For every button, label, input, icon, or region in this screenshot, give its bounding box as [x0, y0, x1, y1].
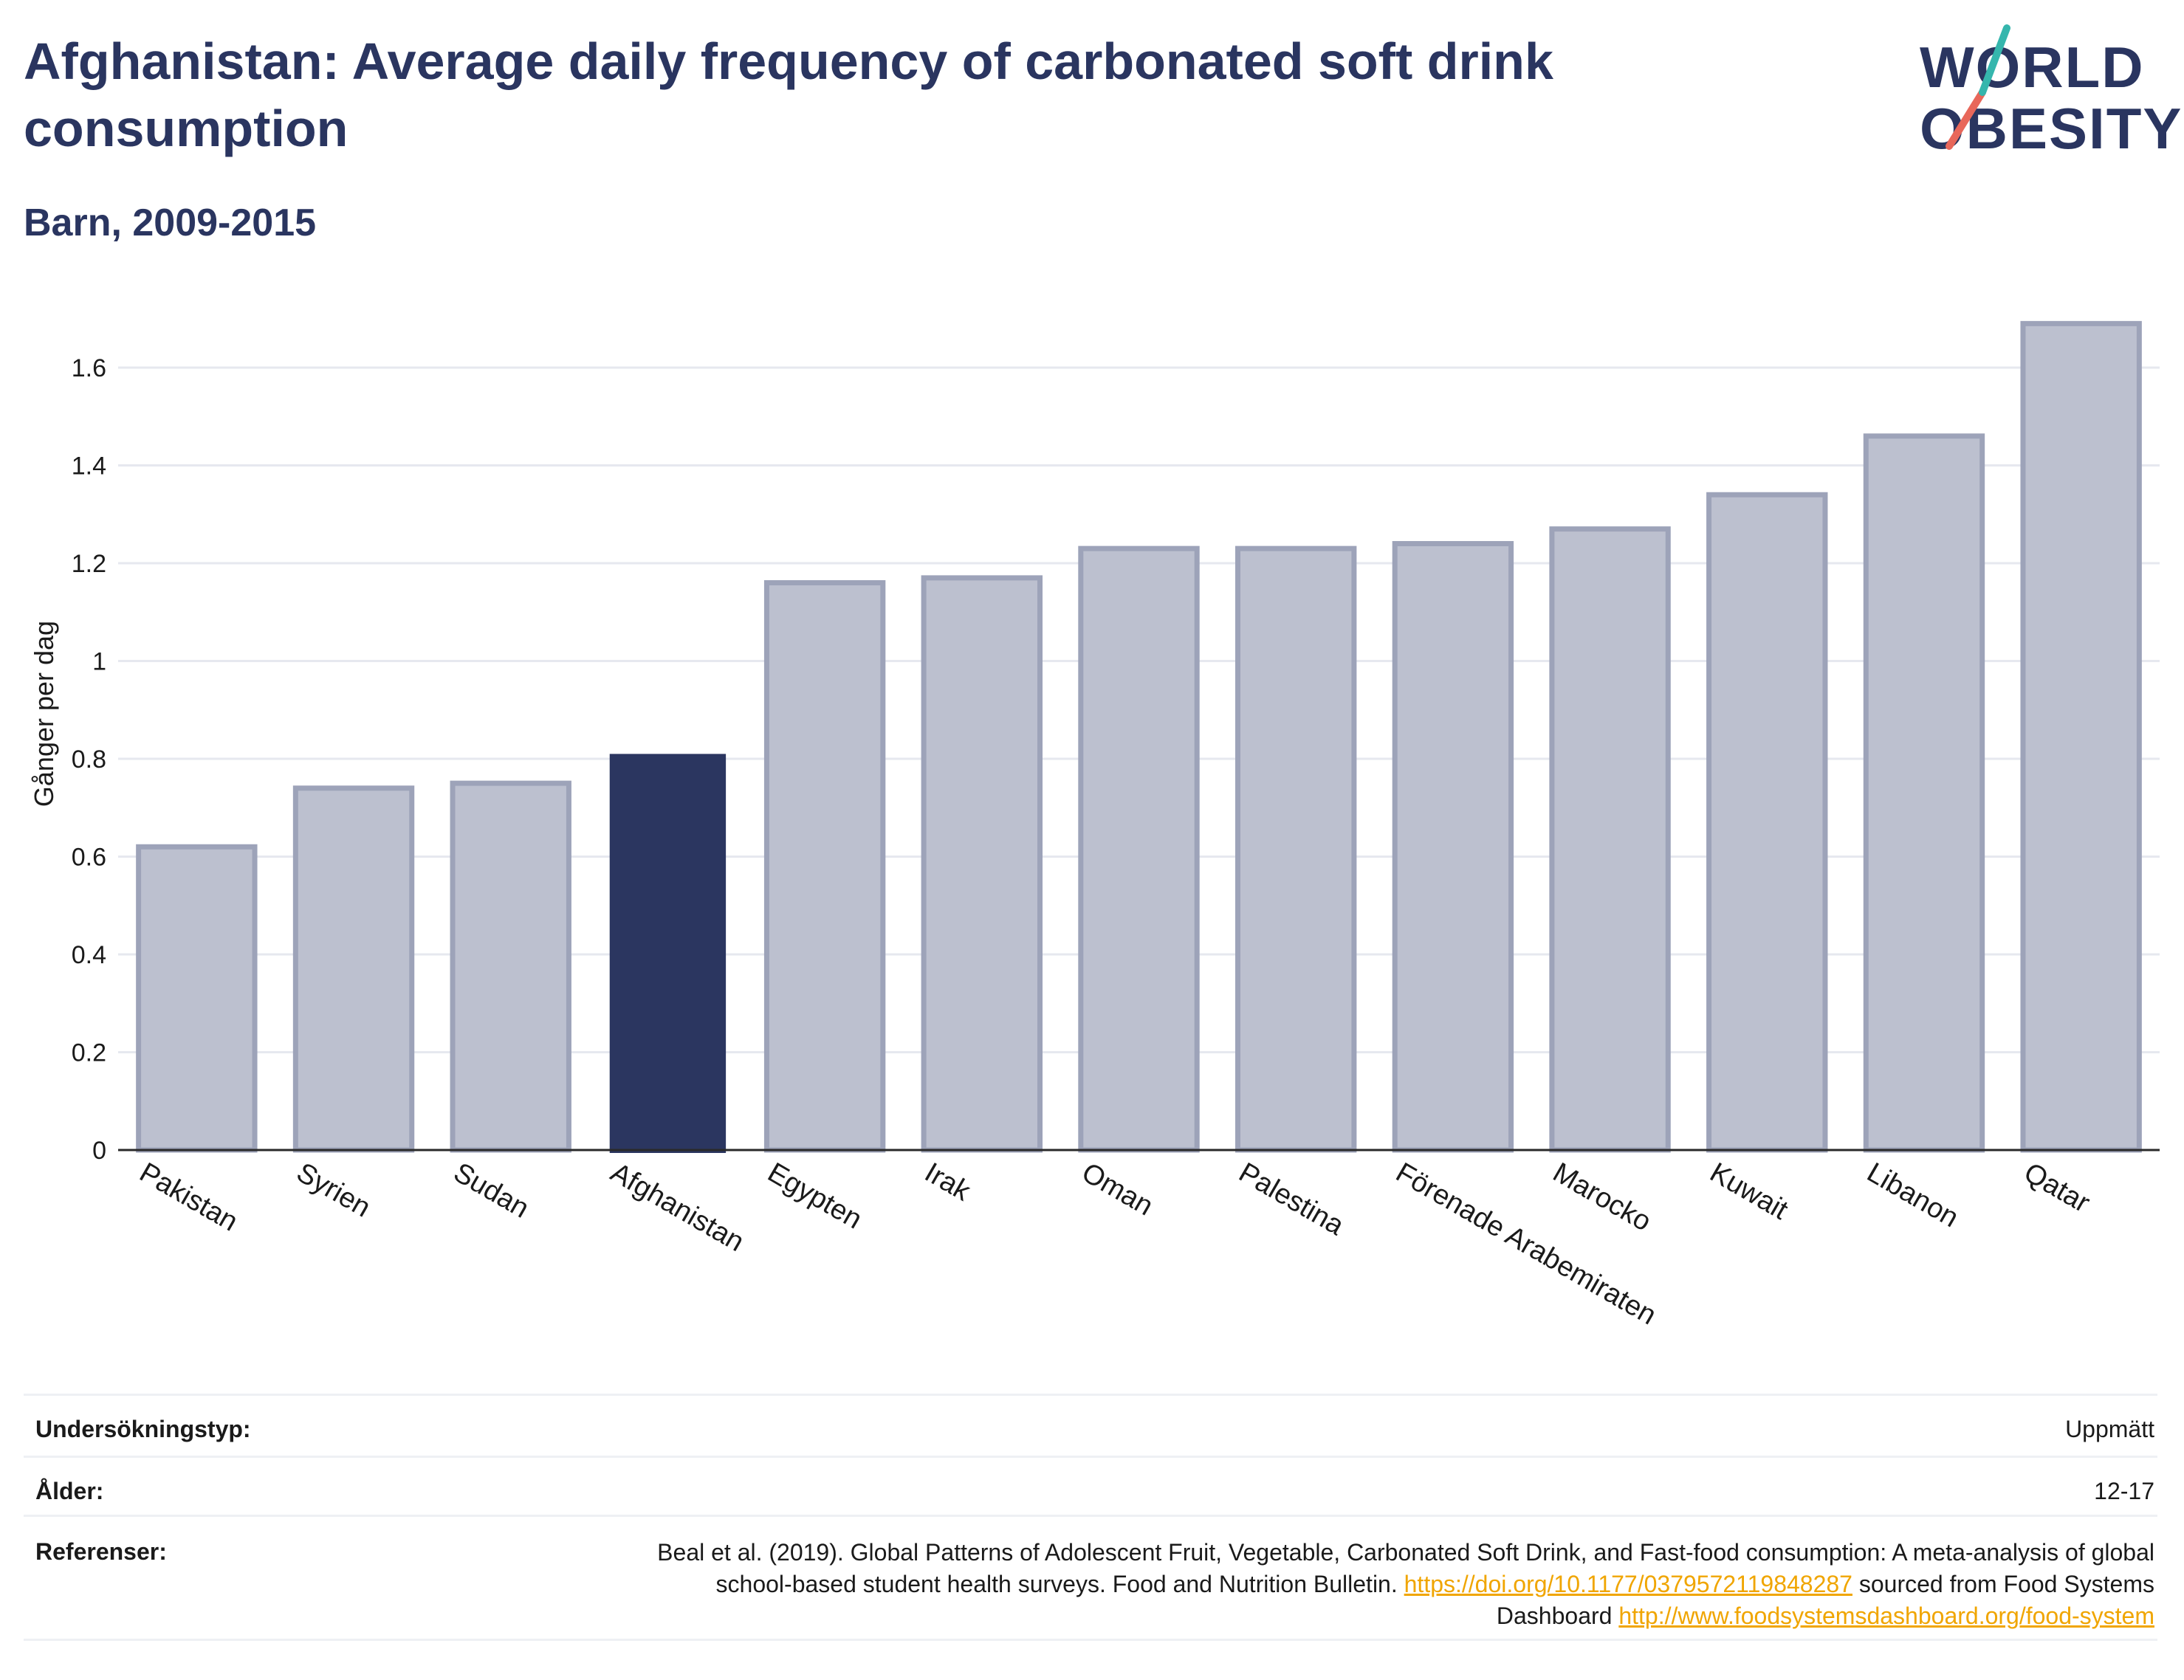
bars [136, 320, 2142, 1153]
x-tick-label: Qatar [2019, 1157, 2095, 1219]
survey-type-label: Undersökningstyp: [35, 1416, 251, 1442]
chart-title: Afghanistan: Average daily frequency of … [24, 32, 1553, 157]
x-tick-label: Egypten [763, 1157, 868, 1235]
chart-subtitle: Barn, 2009-2015 [24, 202, 317, 244]
survey-type-value: Uppmätt [2065, 1416, 2154, 1442]
divider [24, 1515, 2157, 1517]
bar-pakistan[interactable] [136, 844, 258, 1153]
logo-line-1: WORLD [1920, 35, 2145, 100]
x-tick-label: Palestina [1234, 1157, 1350, 1242]
bar-marocko[interactable] [1549, 526, 1671, 1153]
age-label: Ålder: [35, 1478, 104, 1504]
y-axis-label: Gånger per dag [29, 621, 59, 807]
y-tick-label: 0 [92, 1137, 106, 1165]
bar-afghanistan[interactable] [609, 754, 727, 1153]
x-tick-label: Syrien [292, 1157, 376, 1223]
y-tick-label: 1.2 [72, 550, 106, 578]
y-tick-label: 1 [92, 648, 106, 676]
y-tick-label: 1.6 [72, 354, 106, 382]
divider [24, 1394, 2157, 1396]
y-tick-label: 1.4 [72, 452, 106, 481]
y-tick-label: 0.8 [72, 746, 106, 774]
divider [24, 1456, 2157, 1458]
bar-sudan[interactable] [450, 780, 571, 1153]
bar-egypten[interactable] [763, 580, 886, 1153]
bar-qatar[interactable] [2020, 320, 2142, 1153]
bar-kuwait[interactable] [1706, 492, 1828, 1153]
x-tick-label: Sudan [448, 1157, 534, 1224]
x-tick-label: Kuwait [1705, 1157, 1793, 1226]
references-text: Beal et al. (2019). Global Patterns of A… [604, 1537, 2154, 1633]
food-systems-link[interactable]: http://www.foodsystemsdashboard.org/food… [1618, 1602, 2154, 1630]
x-tick-label: Afghanistan [605, 1157, 749, 1258]
bar-irak[interactable] [921, 575, 1043, 1153]
y-tick-labels: 0 0.2 0.4 0.6 0.8 1 1.2 1.4 1.6 [72, 354, 106, 1165]
y-tick-label: 0.6 [72, 844, 106, 872]
x-tick-label: Libanon [1861, 1157, 1963, 1233]
world-obesity-logo: WORLD OBESITY [1920, 22, 2181, 162]
references-label: Referenser: [35, 1538, 167, 1565]
divider [24, 1639, 2157, 1641]
x-tick-label: Pakistan [134, 1157, 243, 1237]
reference-citation: Beal et al. (2019). Global Patterns of A… [657, 1539, 2154, 1598]
bar-palestina[interactable] [1234, 545, 1357, 1153]
bar-oman[interactable] [1078, 545, 1200, 1153]
x-tick-label: Marocko [1548, 1157, 1656, 1237]
x-tick-labels: Pakistan Syrien Sudan Afghanistan Egypten Ira… [134, 1157, 2095, 1331]
age-value: 12-17 [2094, 1478, 2154, 1504]
bar-f-renade-arabemiraten[interactable] [1392, 541, 1514, 1153]
y-tick-label: 0.4 [72, 941, 106, 969]
x-tick-label: Irak [919, 1157, 976, 1208]
y-tick-label: 0.2 [72, 1039, 106, 1067]
doi-link[interactable]: https://doi.org/10.1177/0379572119848287 [1404, 1571, 1852, 1598]
reference-source: sourced from Food Systems Dashboard [1496, 1571, 2154, 1630]
logo-slash-icon [1946, 24, 2010, 150]
x-tick-label: Oman [1076, 1157, 1158, 1222]
x-tick-label: Förenade Arabemiraten [1390, 1157, 1661, 1331]
bar-chart: 0 0.2 0.4 0.6 0.8 1 1.2 1.4 1.6 Pakistan Syrien Su… [29, 320, 2160, 1331]
bar-syrien[interactable] [292, 785, 415, 1153]
bar-libanon[interactable] [1863, 433, 1985, 1153]
